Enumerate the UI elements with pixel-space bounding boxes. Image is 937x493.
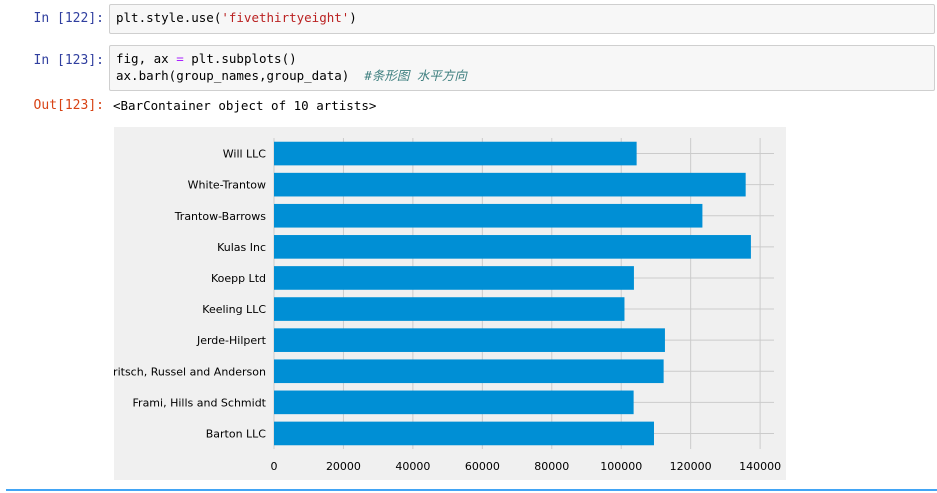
y-tick-label: Fritsch, Russel and Anderson	[114, 365, 266, 378]
bar	[274, 203, 703, 228]
y-tick-label: Koepp Ltd	[211, 272, 266, 285]
code-text: ax.barh(group_names,group_data)	[116, 68, 365, 83]
bar	[274, 390, 634, 415]
y-tick-label: White-Trantow	[188, 179, 266, 192]
y-tick-label: Barton LLC	[206, 427, 267, 440]
y-tick-label: Trantow-Barrows	[174, 210, 267, 223]
code-cell-2[interactable]: In [123]: fig, ax = plt.subplots() ax.ba…	[0, 45, 937, 91]
x-tick-label: 120000	[670, 460, 712, 473]
code-operator: =	[176, 51, 184, 66]
code-comment: #条形图 水平方向	[364, 68, 467, 83]
code-string: 'fivethirtyeight'	[221, 10, 350, 25]
bar-chart: 0 20000 40000 60000 80000 100000 120000 140000 B…	[114, 127, 786, 480]
x-tick-label: 100000	[600, 460, 642, 473]
bar	[274, 297, 625, 321]
bar	[274, 328, 665, 352]
code-input[interactable]: fig, ax = plt.subplots() ax.barh(group_n…	[109, 45, 935, 91]
y-tick-label: Frami, Hills and Schmidt	[133, 396, 267, 409]
x-tick-label: 80000	[534, 460, 569, 473]
x-tick-label: 40000	[395, 460, 430, 473]
code-text: fig, ax	[116, 51, 177, 66]
bar	[274, 266, 634, 290]
y-tick-label: Kulas Inc	[217, 241, 266, 254]
bar-chart-figure: 0 20000 40000 60000 80000 100000 120000 140000 B…	[114, 127, 786, 480]
bar	[274, 359, 664, 384]
y-tick-label: Jerde-Hilpert	[196, 334, 267, 347]
code-line-1: fig, ax = plt.subplots()	[116, 50, 928, 67]
code-cell-1[interactable]: In [122]: plt.style.use('fivethirtyeight…	[0, 4, 937, 34]
bar	[274, 421, 654, 446]
code-input[interactable]: plt.style.use('fivethirtyeight')	[109, 4, 935, 34]
x-tick-label: 60000	[465, 460, 500, 473]
code-text: )	[349, 10, 357, 25]
code-text: plt.style.use(	[116, 10, 222, 25]
cell-selection-indicator	[6, 489, 937, 491]
input-prompt: In [122]:	[33, 11, 104, 26]
output-text: <BarContainer object of 10 artists>	[113, 98, 377, 113]
x-tick-label: 140000	[739, 460, 781, 473]
input-prompt: In [123]:	[33, 53, 104, 68]
code-text: plt.subplots()	[183, 51, 297, 66]
code-line-2: ax.barh(group_names,group_data) #条形图 水平方…	[116, 67, 928, 84]
bar	[274, 235, 751, 259]
x-tick-label: 20000	[326, 460, 361, 473]
bar	[274, 141, 637, 166]
bar	[274, 172, 746, 197]
x-tick-label: 0	[271, 460, 278, 473]
output-prompt: Out[123]:	[33, 98, 104, 113]
y-tick-label: Will LLC	[223, 148, 267, 161]
y-tick-label: Keeling LLC	[202, 303, 266, 316]
